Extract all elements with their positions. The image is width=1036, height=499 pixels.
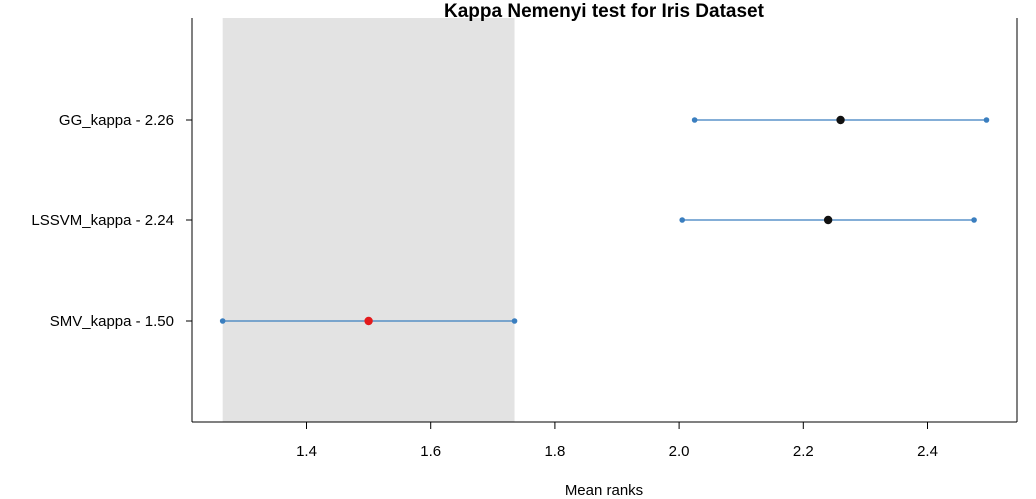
x-tick-label: 2.2 xyxy=(793,443,814,460)
interval-high-point xyxy=(983,117,990,123)
x-tick-label: 1.8 xyxy=(544,443,565,460)
x-axis: 1.4 1.6 1.8 2.0 2.2 2.4 xyxy=(296,422,938,460)
interval-low-point xyxy=(219,318,226,324)
critical-region-layer xyxy=(222,18,515,422)
interval-low-point xyxy=(679,217,686,223)
x-tick-label: 2.4 xyxy=(917,443,938,460)
interval-high-point xyxy=(971,217,977,223)
series-label: SMV_kappa - 1.50 xyxy=(50,313,174,330)
x-axis-label: Mean ranks xyxy=(565,482,643,499)
x-tick-label: 1.4 xyxy=(296,443,317,460)
x-tick-label: 1.6 xyxy=(420,443,441,460)
chart-title: Kappa Nemenyi test for Iris Dataset xyxy=(444,1,765,22)
interval-high-point xyxy=(511,318,518,324)
best-mean-rank-point xyxy=(364,316,373,326)
y-axis-labels: GG_kappa - 2.26 LSSVM_kappa - 2.24 SMV_kap… xyxy=(31,112,192,330)
series-label: GG_kappa - 2.26 xyxy=(59,112,174,129)
mean-rank-point xyxy=(836,115,845,125)
interval-low-point xyxy=(691,117,698,123)
series-layer xyxy=(219,115,990,326)
critical-difference-region xyxy=(222,18,515,422)
series-label: LSSVM_kappa - 2.24 xyxy=(31,212,174,229)
mean-rank-point xyxy=(823,215,833,225)
x-tick-label: 2.0 xyxy=(669,443,690,460)
